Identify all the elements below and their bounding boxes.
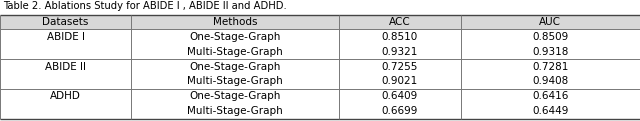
Bar bbox=[0, 44, 640, 59]
Text: 0.8509: 0.8509 bbox=[532, 32, 568, 42]
Text: 0.9021: 0.9021 bbox=[382, 76, 418, 86]
Text: ADHD: ADHD bbox=[50, 91, 81, 101]
Text: One-Stage-Graph: One-Stage-Graph bbox=[189, 62, 281, 72]
Text: ABIDE I: ABIDE I bbox=[47, 32, 84, 42]
Text: Table 2. Ablations Study for ABIDE I , ABIDE II and ADHD.: Table 2. Ablations Study for ABIDE I , A… bbox=[3, 1, 287, 11]
Bar bbox=[0, 15, 640, 29]
Text: AUC: AUC bbox=[540, 17, 561, 27]
Text: 0.7281: 0.7281 bbox=[532, 62, 568, 72]
Bar bbox=[0, 104, 640, 119]
Text: One-Stage-Graph: One-Stage-Graph bbox=[189, 91, 281, 101]
Text: Multi-Stage-Graph: Multi-Stage-Graph bbox=[188, 106, 283, 116]
Text: 0.8510: 0.8510 bbox=[382, 32, 418, 42]
Text: Datasets: Datasets bbox=[42, 17, 89, 27]
Text: One-Stage-Graph: One-Stage-Graph bbox=[189, 32, 281, 42]
Bar bbox=[0, 29, 640, 44]
Text: 0.9318: 0.9318 bbox=[532, 47, 568, 57]
Text: 0.6699: 0.6699 bbox=[382, 106, 418, 116]
Bar bbox=[0, 89, 640, 104]
Text: ACC: ACC bbox=[389, 17, 411, 27]
Text: 0.7255: 0.7255 bbox=[382, 62, 418, 72]
Text: 0.6416: 0.6416 bbox=[532, 91, 568, 101]
Text: 0.9321: 0.9321 bbox=[382, 47, 418, 57]
Bar bbox=[0, 74, 640, 89]
Text: 0.6449: 0.6449 bbox=[532, 106, 568, 116]
Text: Multi-Stage-Graph: Multi-Stage-Graph bbox=[188, 76, 283, 86]
Text: 0.6409: 0.6409 bbox=[382, 91, 418, 101]
Text: Methods: Methods bbox=[213, 17, 257, 27]
Text: Multi-Stage-Graph: Multi-Stage-Graph bbox=[188, 47, 283, 57]
Text: ABIDE II: ABIDE II bbox=[45, 62, 86, 72]
Bar bbox=[0, 59, 640, 74]
Text: 0.9408: 0.9408 bbox=[532, 76, 568, 86]
